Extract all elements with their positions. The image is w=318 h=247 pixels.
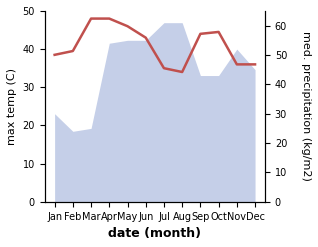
Y-axis label: max temp (C): max temp (C) xyxy=(7,68,17,145)
Y-axis label: med. precipitation (kg/m2): med. precipitation (kg/m2) xyxy=(301,31,311,181)
X-axis label: date (month): date (month) xyxy=(108,227,201,240)
